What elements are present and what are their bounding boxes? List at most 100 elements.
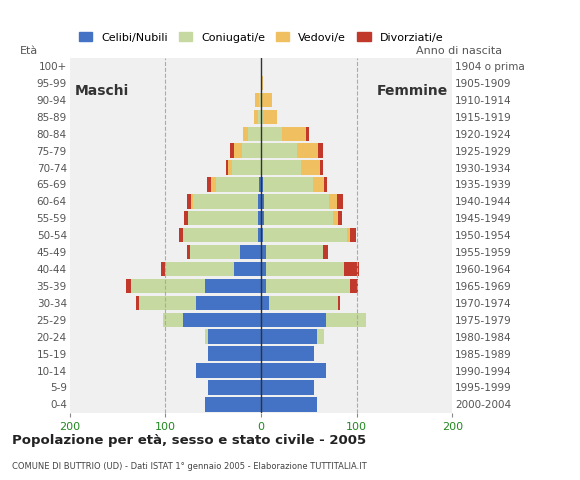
Bar [184,211,188,226]
Bar [301,160,320,175]
Bar [298,144,318,158]
Bar [261,144,298,158]
Bar [226,160,227,175]
Bar [248,127,261,141]
Bar [165,262,234,276]
Text: COMUNE DI BUTTRIO (UD) - Dati ISTAT 1° gennaio 2005 - Elaborazione TUTTITALIA.IT: COMUNE DI BUTTRIO (UD) - Dati ISTAT 1° g… [12,462,367,471]
Bar [263,177,313,192]
Bar [227,160,232,175]
Bar [261,262,266,276]
Bar [234,144,242,158]
Bar [232,160,261,175]
Bar [261,127,282,141]
Bar [350,228,356,242]
Bar [205,279,261,293]
Bar [258,109,261,124]
Bar [261,93,273,107]
Bar [126,279,131,293]
Text: Popolazione per età, sesso e stato civile - 2005: Popolazione per età, sesso e stato civil… [12,434,366,447]
Bar [191,194,193,209]
Bar [269,296,338,310]
Bar [261,228,263,242]
Bar [261,177,263,192]
Bar [261,312,326,327]
Bar [323,245,328,259]
Bar [193,194,258,209]
Text: Età: Età [20,46,38,56]
Bar [188,211,258,226]
Bar [266,279,350,293]
Bar [131,279,205,293]
Bar [261,76,263,90]
Bar [338,296,340,310]
Bar [261,329,317,344]
Bar [179,228,183,242]
Bar [187,194,191,209]
Bar [258,228,261,242]
Bar [216,177,259,192]
Bar [266,262,345,276]
Bar [336,194,343,209]
Bar [255,93,259,107]
Bar [259,93,261,107]
Bar [208,380,261,395]
Bar [259,177,261,192]
Bar [258,194,261,209]
Bar [190,245,240,259]
Bar [264,211,333,226]
Bar [306,127,309,141]
Bar [282,127,306,141]
Text: Anno di nascita: Anno di nascita [416,46,502,56]
Bar [261,245,266,259]
Bar [264,194,329,209]
Bar [350,279,358,293]
Bar [318,144,323,158]
Bar [338,211,342,226]
Bar [317,329,324,344]
Bar [136,296,139,310]
Bar [139,296,196,310]
Bar [345,262,358,276]
Bar [161,262,165,276]
Bar [313,177,324,192]
Text: Maschi: Maschi [74,84,129,98]
Bar [240,245,261,259]
Bar [261,380,314,395]
Bar [261,160,301,175]
Bar [261,194,264,209]
Bar [326,312,367,327]
Bar [183,228,258,242]
Bar [164,312,183,327]
Bar [324,177,327,192]
Bar [347,228,350,242]
Bar [196,363,261,378]
Bar [205,329,208,344]
Bar [187,245,190,259]
Bar [333,211,338,226]
Bar [320,160,323,175]
Bar [196,296,261,310]
Bar [234,262,261,276]
Bar [230,144,234,158]
Bar [261,296,269,310]
Bar [261,363,326,378]
Bar [183,312,261,327]
Bar [263,228,347,242]
Bar [208,329,261,344]
Bar [329,194,336,209]
Bar [254,109,258,124]
Bar [263,109,277,124]
Bar [261,397,317,411]
Bar [261,347,314,361]
Bar [208,347,261,361]
Bar [261,109,263,124]
Bar [258,211,261,226]
Text: Femmine: Femmine [376,84,448,98]
Legend: Celibi/Nubili, Coniugati/e, Vedovi/e, Divorziati/e: Celibi/Nubili, Coniugati/e, Vedovi/e, Di… [74,28,448,47]
Bar [261,211,264,226]
Bar [208,177,211,192]
Bar [205,397,261,411]
Bar [261,279,266,293]
Bar [266,245,323,259]
Bar [243,127,248,141]
